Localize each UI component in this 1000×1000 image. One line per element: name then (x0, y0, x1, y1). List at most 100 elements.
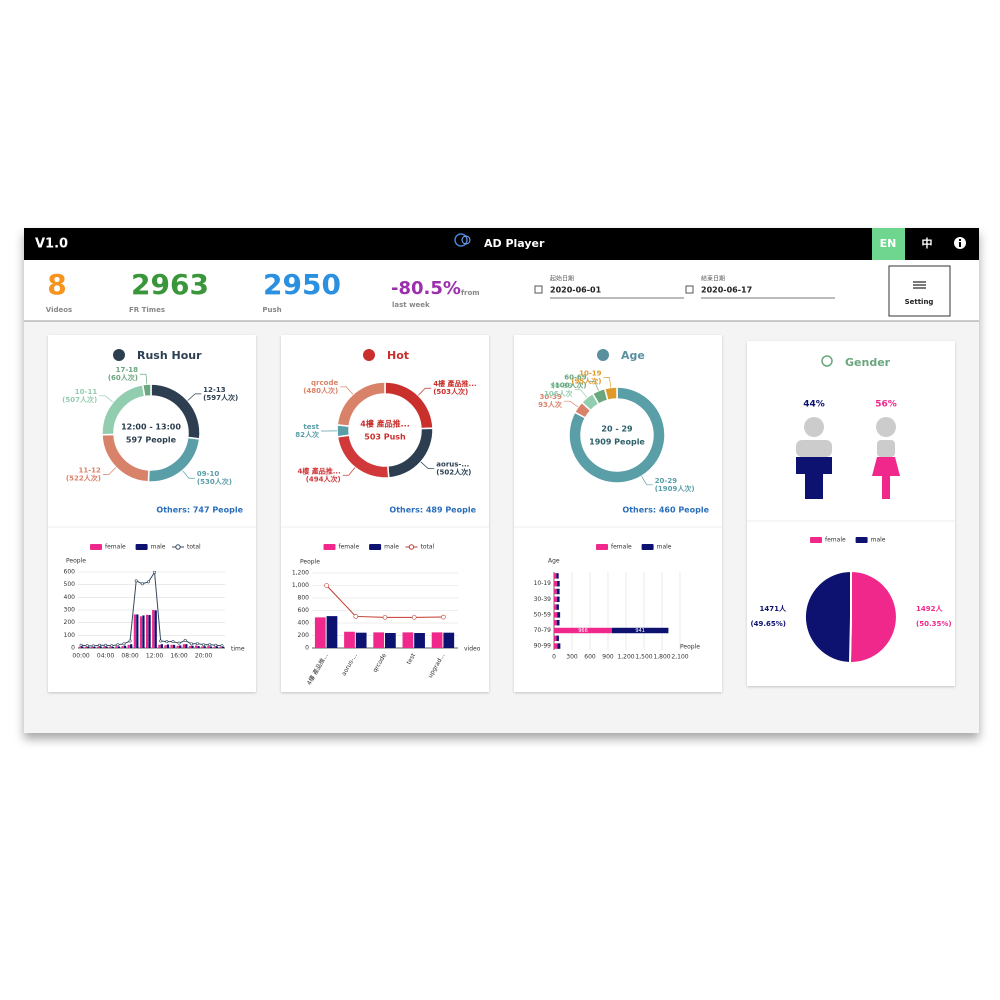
logo (454, 233, 468, 247)
bar (78, 646, 81, 648)
lang-active[interactable] (872, 228, 905, 260)
y-tick-label: 200 (64, 619, 76, 626)
x-axis-title: video (464, 646, 481, 653)
center-label: 12:00 - 13:00 (121, 423, 181, 432)
legend-label: male (871, 537, 886, 544)
bar (117, 646, 121, 648)
bar (164, 645, 167, 648)
line-point (79, 643, 83, 647)
bar (554, 596, 557, 603)
center-label: 20 - 29 (601, 425, 633, 434)
bar (373, 632, 385, 648)
legend-label: total (421, 544, 435, 551)
x-tick-label: 1,500 (635, 654, 652, 661)
segment-value-label: (494人次) (306, 474, 341, 483)
x-tick-label: 00:00 (72, 653, 89, 660)
lang-en[interactable]: EN (880, 237, 897, 250)
bar-value-label: 966 (578, 628, 588, 634)
segment-value-label: (502人次) (436, 468, 471, 477)
center-label: 597 People (126, 436, 177, 445)
info-glyph (959, 239, 961, 241)
date-value[interactable]: 2020-06-17 (701, 286, 752, 295)
leader-line (187, 393, 202, 401)
legend-swatch (369, 544, 382, 550)
bar (176, 645, 179, 648)
segment-value-label: (503人次) (433, 387, 468, 396)
bar-value-label: 941 (635, 628, 645, 634)
line-point (202, 643, 206, 647)
calendar-icon[interactable] (534, 285, 543, 294)
bar (90, 646, 94, 648)
bar (207, 646, 210, 648)
bar (385, 633, 396, 648)
bar (554, 580, 557, 587)
change-from: from (461, 289, 480, 297)
donut-segment (336, 381, 386, 427)
legend-label: male (151, 544, 166, 551)
setting-button[interactable] (888, 265, 951, 317)
date-value[interactable]: 2020-06-01 (550, 286, 602, 295)
calendar-icon[interactable] (685, 285, 694, 294)
x-tick-label: 300 (566, 654, 578, 661)
segment-label: 12-13 (203, 386, 226, 394)
bar (554, 619, 557, 626)
bar (96, 646, 100, 648)
y-tick-label: 1,000 (292, 582, 309, 589)
x-tick-label: 600 (584, 654, 596, 661)
bar (213, 646, 216, 648)
lang-zh[interactable]: 中 (922, 236, 933, 250)
y-tick-label: 10-19 (534, 580, 552, 587)
line-point (97, 643, 101, 647)
line-point (91, 644, 95, 648)
bar (355, 632, 367, 648)
leader-line (99, 395, 114, 403)
bar (152, 610, 155, 648)
line-point (353, 614, 359, 619)
y-tick-label: 400 (298, 620, 310, 627)
stat-label: FR Times (129, 306, 165, 314)
change-period: last week (392, 301, 430, 309)
segment-label: 09-10 (197, 470, 220, 478)
bar (127, 644, 130, 648)
line-point (195, 642, 199, 646)
segment-value-label: (530人次) (197, 477, 232, 486)
title-icon (597, 349, 609, 361)
card-title: Hot (387, 349, 409, 362)
y-axis-title: People (66, 558, 86, 565)
y-tick-label: 400 (64, 594, 76, 601)
y-tick-label: 90-99 (534, 643, 552, 650)
setting-label[interactable]: Setting (905, 298, 934, 306)
line-point (128, 639, 132, 643)
x-tick-label: 08:00 (121, 653, 138, 660)
title-icon (363, 349, 375, 361)
bar (179, 645, 182, 648)
bar (209, 646, 212, 648)
bar (109, 646, 112, 648)
line-point (153, 570, 157, 574)
info-glyph (959, 242, 961, 247)
line-point (122, 642, 126, 646)
segment-label: 10-19 (579, 369, 602, 377)
y-axis-title: People (300, 559, 320, 566)
x-tick-label: 0 (552, 654, 556, 661)
person-torso (796, 440, 832, 457)
line-point (441, 614, 446, 620)
legend-label: total (187, 544, 201, 551)
line-point (177, 641, 181, 645)
slice-value-label: 1492人 (916, 604, 943, 613)
person-leg (805, 474, 823, 499)
donut-segment (141, 383, 152, 398)
person-legs (796, 457, 832, 474)
bar (215, 646, 219, 648)
bar (402, 632, 414, 648)
version: V1.0 (35, 237, 68, 252)
legend-swatch (175, 544, 181, 550)
bar (554, 643, 558, 649)
segment-label: 10-11 (75, 388, 98, 396)
y-tick-label: 500 (64, 581, 76, 588)
segment-label: 90-99 (550, 382, 573, 390)
y-tick-label: 1,200 (292, 570, 309, 577)
legend-swatch (90, 544, 102, 550)
